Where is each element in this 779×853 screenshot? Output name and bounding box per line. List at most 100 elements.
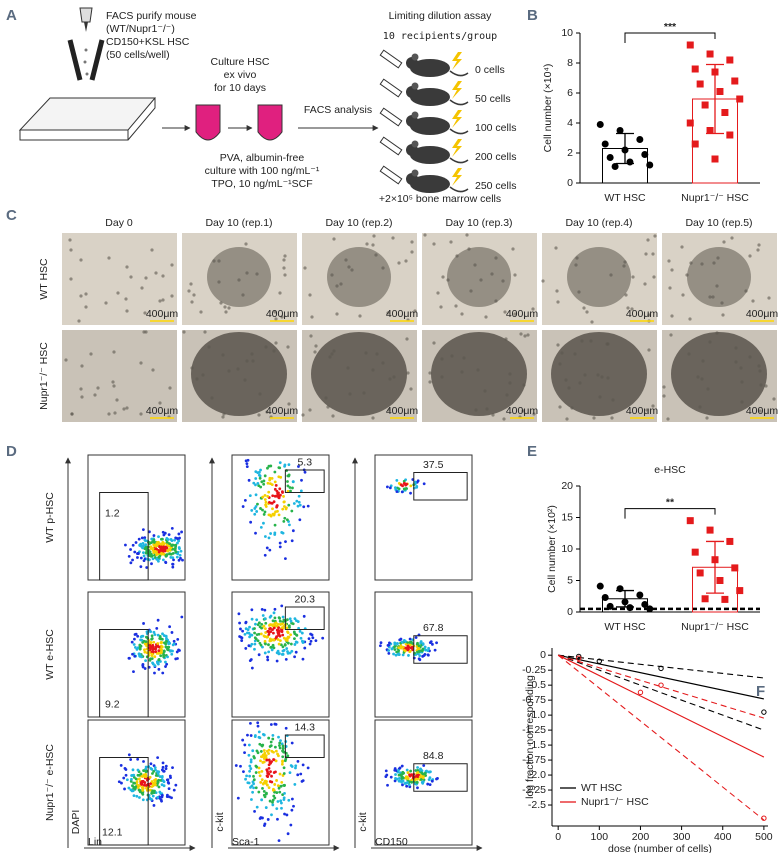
- data-point: [711, 556, 719, 564]
- cell: [217, 259, 221, 263]
- cell-dot: [293, 637, 296, 640]
- syringe: [379, 107, 403, 127]
- fit-line: [557, 654, 765, 758]
- cell: [721, 313, 725, 317]
- cell-dot: [281, 531, 285, 535]
- cell: [283, 254, 287, 258]
- cell-dot: [156, 633, 160, 637]
- cell-dot: [263, 510, 267, 514]
- cell-dot: [256, 721, 260, 725]
- gate-percent: 84.8: [423, 750, 444, 762]
- cell-dot: [273, 470, 277, 474]
- cell-dot: [282, 798, 286, 802]
- cell: [245, 271, 249, 275]
- cell: [308, 293, 312, 297]
- scale-bar-label: 400μm: [266, 308, 299, 320]
- cell-dot: [153, 633, 157, 637]
- y-tick-label: -1.0: [528, 709, 546, 721]
- significance: ***: [664, 21, 677, 33]
- mouse-body: [410, 59, 450, 77]
- cell-dot: [283, 505, 286, 508]
- cell-dot: [157, 535, 160, 539]
- cell-dot: [137, 537, 141, 541]
- cell-dot: [269, 627, 272, 630]
- data-point: [646, 605, 654, 613]
- cell: [523, 334, 527, 338]
- cell-dot: [302, 505, 306, 509]
- cell-dot: [271, 628, 274, 632]
- cell-dot: [286, 474, 290, 478]
- cell-dot: [416, 775, 420, 778]
- x-tick-label: 400: [714, 831, 732, 843]
- cell: [350, 268, 354, 272]
- cell-dot: [430, 779, 434, 783]
- cell-dot: [281, 760, 284, 764]
- cell-dot: [254, 637, 258, 641]
- cell-dot: [127, 753, 131, 757]
- cell: [347, 265, 351, 269]
- cell-dot: [179, 556, 182, 560]
- cell-dot: [149, 630, 153, 634]
- cell: [381, 361, 385, 365]
- cell-dot: [393, 779, 397, 783]
- cell-dot: [268, 639, 272, 643]
- cell-dot: [254, 470, 258, 474]
- cell: [501, 279, 505, 283]
- cell: [405, 337, 409, 341]
- cell: [314, 344, 318, 348]
- cell-dot: [262, 521, 265, 525]
- cell-dot: [271, 800, 274, 804]
- mouse-tail: [449, 128, 469, 135]
- cell: [301, 413, 305, 417]
- cell: [335, 284, 339, 288]
- cell-dot: [178, 553, 182, 557]
- cell-dot: [158, 790, 162, 794]
- cell-dot: [277, 496, 281, 500]
- x-tick-label: WT HSC: [604, 192, 646, 204]
- cell: [182, 330, 186, 334]
- column-header: Day 10 (rep.5): [685, 217, 752, 229]
- cell-dot: [163, 641, 166, 645]
- cell-dot: [117, 780, 121, 784]
- cell-dot: [271, 494, 275, 498]
- cell-dot: [166, 549, 169, 553]
- flow-plot-frame: [374, 454, 473, 581]
- cell-dot: [269, 630, 273, 634]
- x-tick-label: 500: [755, 831, 773, 843]
- cell: [590, 320, 594, 324]
- cell-dot: [159, 654, 163, 658]
- cell-dot: [417, 644, 421, 648]
- cell-dot: [271, 737, 275, 741]
- cell-dot: [295, 499, 299, 503]
- cell: [531, 307, 535, 311]
- cell-dot: [263, 822, 267, 826]
- column-header: Day 10 (rep.3): [445, 217, 512, 229]
- cell-dot: [264, 806, 268, 809]
- cell-dot: [428, 770, 431, 774]
- cell-dot: [407, 783, 411, 787]
- cell-dot: [277, 735, 280, 739]
- cell: [112, 384, 116, 388]
- cell-dot: [152, 630, 156, 634]
- cell: [720, 301, 724, 305]
- cell-dot: [181, 558, 184, 562]
- cell: [371, 368, 375, 372]
- cell-dot: [260, 744, 264, 747]
- cell: [344, 258, 348, 262]
- cell-dot: [162, 533, 166, 537]
- panel-label: D: [6, 443, 17, 460]
- cell-dot: [311, 636, 315, 640]
- cell-dot: [132, 794, 136, 798]
- cell-dot: [399, 644, 403, 648]
- cell-dot: [270, 476, 274, 480]
- x-axis-label: dose (number of cells): [608, 843, 712, 853]
- cell: [606, 376, 610, 380]
- scale-bar-label: 400μm: [266, 405, 299, 417]
- cell-dot: [275, 779, 278, 782]
- cell-dot: [406, 644, 410, 648]
- cell: [626, 306, 630, 310]
- cell: [670, 268, 674, 272]
- cell-dot: [285, 626, 289, 630]
- cell: [364, 351, 368, 355]
- cell-dot: [279, 643, 283, 647]
